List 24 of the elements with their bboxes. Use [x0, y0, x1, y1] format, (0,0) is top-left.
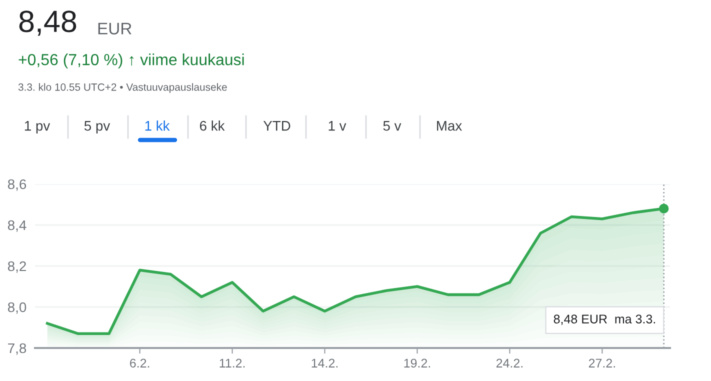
- y-tick-label: 7,8: [8, 343, 26, 355]
- text: YTD: [263, 121, 290, 131]
- chart-title: 8,48: [19, 10, 76, 36]
- y-tick-label: 8,6: [8, 179, 26, 191]
- y-tick-label: 8,2: [8, 261, 26, 273]
- text: 5 pv: [84, 121, 110, 134]
- text: 1 kk: [145, 120, 170, 131]
- text: 6 kk: [200, 120, 225, 131]
- text: EUR: [98, 22, 132, 34]
- x-tick-label: 27.2.: [588, 358, 615, 368]
- x-tick-label: 24.2.: [496, 358, 522, 368]
- x-tick-label: 19.2.: [404, 358, 430, 368]
- text: 3.3. klo 10.55 UTC+2 • Vastuuvapauslauseke: [18, 83, 227, 93]
- text: 1 pv: [24, 121, 50, 134]
- text: 1 v: [328, 121, 346, 131]
- annotation: 8,48 EUR ma 3.3.: [554, 314, 655, 325]
- text: Max: [437, 121, 462, 131]
- x-tick-label: 14.2.: [312, 358, 338, 368]
- x-tick-label: 11.2.: [220, 358, 245, 368]
- x-tick-label: 6.2.: [130, 358, 150, 368]
- y-tick-label: 8,4: [8, 220, 26, 232]
- y-tick-label: 8,0: [8, 302, 26, 314]
- text: +0,56 (7,10 %) ↑ viime kuukausi: [18, 54, 244, 68]
- text: 5 v: [383, 121, 402, 131]
